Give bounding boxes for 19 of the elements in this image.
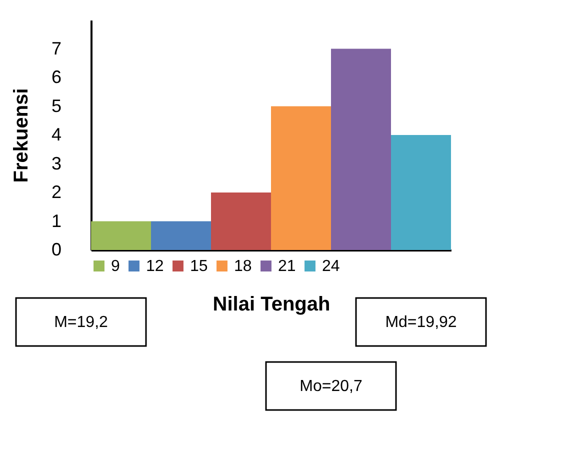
text: M=19,2 bbox=[54, 314, 108, 331]
legend-label: 18 bbox=[234, 258, 252, 275]
y-tick-label: 7 bbox=[51, 38, 62, 58]
y-tick-label: 0 bbox=[51, 240, 62, 260]
legend-label: 9 bbox=[111, 258, 120, 275]
legend-label: 15 bbox=[190, 258, 208, 275]
x-axis-title: Nilai Tengah bbox=[212, 294, 330, 316]
y-tick-label: 5 bbox=[51, 96, 62, 116]
legend-label: 12 bbox=[146, 258, 164, 275]
text: Md=19,92 bbox=[385, 314, 457, 331]
y-tick-label: 2 bbox=[51, 182, 62, 202]
y-axis-title: Frekuensi bbox=[10, 88, 32, 183]
text: Mo=20,7 bbox=[300, 378, 362, 395]
y-tick-label: 3 bbox=[51, 153, 62, 174]
y-tick-label: 1 bbox=[51, 210, 62, 231]
y-tick-label: 4 bbox=[51, 124, 62, 144]
legend-label: 24 bbox=[322, 258, 340, 275]
legend-label: 21 bbox=[278, 258, 296, 275]
y-tick-label: 6 bbox=[51, 67, 62, 87]
